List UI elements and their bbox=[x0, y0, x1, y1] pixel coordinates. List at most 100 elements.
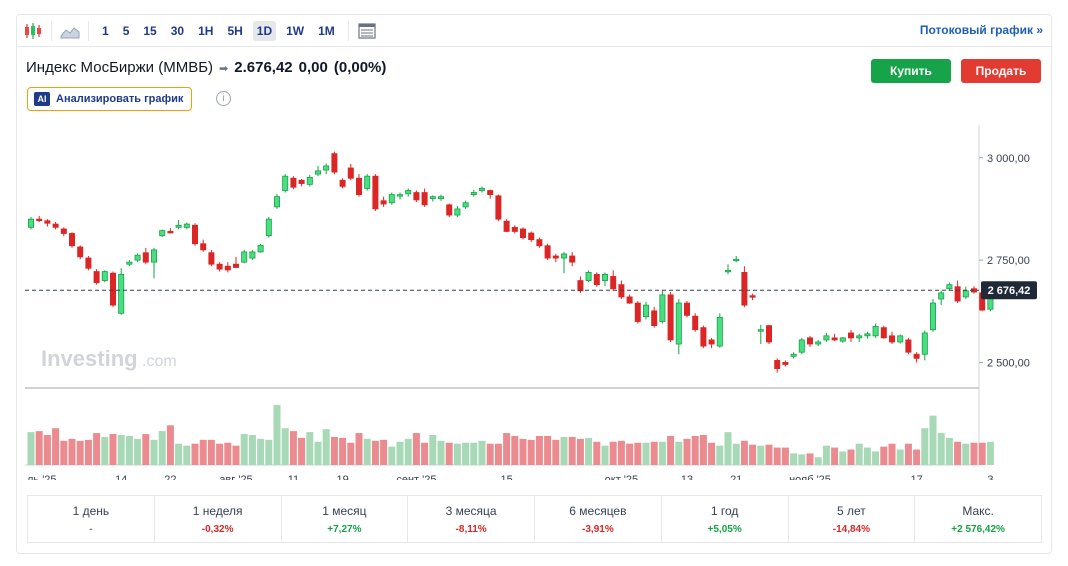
candle-body bbox=[561, 253, 568, 259]
candle-body bbox=[52, 223, 59, 228]
perf-3m[interactable]: 3 месяца -8,11% bbox=[408, 496, 535, 542]
perf-value: -8,11% bbox=[455, 523, 487, 535]
volume-bar bbox=[68, 438, 76, 465]
analyze-chart-label: Анализировать график bbox=[56, 93, 184, 105]
candle-body bbox=[618, 284, 625, 298]
candle-body bbox=[257, 244, 264, 253]
candle-body bbox=[77, 246, 84, 258]
candle-body bbox=[273, 196, 280, 208]
candle-body bbox=[150, 249, 157, 263]
volume-bar bbox=[937, 433, 945, 465]
candle-body bbox=[593, 274, 600, 286]
interval-5[interactable]: 5 bbox=[122, 23, 130, 38]
table-icon[interactable] bbox=[355, 19, 379, 43]
candle-body bbox=[355, 177, 362, 195]
candle-body bbox=[626, 296, 633, 304]
interval-1[interactable]: 1 bbox=[102, 23, 109, 38]
instrument-header: Индекс МосБиржи (ММВБ) ➡ 2.676,42 0,00 (… bbox=[26, 59, 386, 76]
candle-body bbox=[651, 310, 658, 326]
candle-body bbox=[36, 218, 43, 222]
interval-30[interactable]: 30 bbox=[170, 23, 185, 38]
area-chart-icon[interactable] bbox=[58, 19, 82, 43]
volume-bar bbox=[749, 444, 757, 465]
volume-bar bbox=[658, 441, 666, 465]
candle-body bbox=[183, 223, 190, 228]
candle-body bbox=[216, 263, 223, 270]
last-price-tag bbox=[981, 281, 1037, 300]
volume-bar bbox=[593, 441, 601, 465]
candle-body bbox=[470, 192, 477, 195]
perf-value: -14,84% bbox=[832, 523, 870, 535]
perf-6m[interactable]: 6 месяцев -3,91% bbox=[535, 496, 662, 542]
interval-15[interactable]: 15 bbox=[143, 23, 157, 38]
volume-bar bbox=[445, 442, 453, 465]
price-chart[interactable]: Investing .com 3 000,002 750,002 500,00 … bbox=[17, 125, 1051, 480]
interval-1d[interactable]: 1D bbox=[252, 20, 277, 41]
buy-button[interactable]: Купить bbox=[871, 59, 951, 83]
last-price: 2.676,42 bbox=[234, 59, 293, 76]
volume-bar bbox=[773, 447, 781, 465]
candle-body bbox=[167, 231, 174, 234]
candle-body bbox=[790, 353, 797, 357]
candle-body bbox=[880, 327, 887, 339]
candle-body bbox=[930, 302, 937, 331]
interval-1w[interactable]: 1W bbox=[286, 23, 305, 38]
volume-bar bbox=[576, 438, 584, 465]
volume-bar bbox=[158, 431, 166, 465]
candle-body bbox=[872, 326, 879, 337]
candle-body bbox=[364, 175, 371, 189]
toolbar-divider bbox=[88, 20, 89, 41]
candle-body bbox=[437, 196, 444, 200]
volume-bar bbox=[609, 441, 617, 465]
volume-bar bbox=[757, 445, 765, 465]
interval-5h[interactable]: 5H bbox=[227, 23, 243, 38]
streaming-chart-link[interactable]: Потоковый график » bbox=[919, 23, 1043, 37]
perf-label: Макс. bbox=[962, 503, 994, 518]
volume-bar bbox=[273, 405, 281, 465]
x-tick-label: 13 bbox=[681, 474, 693, 480]
perf-1m[interactable]: 1 месяц +7,27% bbox=[282, 496, 409, 542]
volume-bar bbox=[986, 441, 994, 465]
volume-bar bbox=[535, 435, 543, 465]
volume-bar bbox=[486, 443, 494, 465]
candle-body bbox=[85, 257, 92, 269]
candle-body bbox=[864, 333, 871, 337]
x-tick-label: 14 bbox=[115, 474, 127, 480]
candle-body bbox=[478, 188, 485, 191]
perf-label: 1 неделя bbox=[192, 503, 243, 518]
volume-bar bbox=[822, 445, 830, 465]
info-icon[interactable]: i bbox=[216, 91, 231, 106]
perf-max[interactable]: Макс. +2 576,42% bbox=[915, 496, 1041, 542]
perf-5y[interactable]: 5 лет -14,84% bbox=[789, 496, 916, 542]
volume-bar bbox=[511, 435, 519, 465]
analyze-chart-button[interactable]: AI Анализировать график bbox=[27, 87, 193, 111]
volume-bar bbox=[732, 443, 740, 465]
candle-body bbox=[413, 192, 420, 201]
interval-1h[interactable]: 1H bbox=[198, 23, 214, 38]
candlestick-icon[interactable] bbox=[21, 19, 45, 43]
perf-1w[interactable]: 1 неделя -0,32% bbox=[155, 496, 282, 542]
candle-body bbox=[675, 302, 682, 345]
perf-1d[interactable]: 1 день - bbox=[28, 496, 155, 542]
sell-button[interactable]: Продать bbox=[961, 59, 1041, 83]
perf-1y[interactable]: 1 год +5,05% bbox=[662, 496, 789, 542]
candle-body bbox=[536, 239, 543, 247]
volume-bar bbox=[257, 438, 265, 465]
candle-body bbox=[519, 228, 526, 238]
perf-value: -3,91% bbox=[582, 523, 614, 535]
volume-bar bbox=[978, 442, 986, 465]
volume-bar bbox=[142, 434, 150, 465]
volume-bar bbox=[339, 437, 347, 465]
volume-bar bbox=[781, 447, 789, 465]
volume-bar bbox=[52, 428, 60, 465]
candle-body bbox=[503, 220, 510, 232]
toolbar-divider bbox=[51, 20, 52, 41]
candle-body bbox=[921, 332, 928, 355]
interval-1m[interactable]: 1M bbox=[318, 23, 335, 38]
volume-bar bbox=[240, 434, 248, 465]
volume-bar bbox=[421, 442, 429, 465]
candle-body bbox=[429, 196, 436, 200]
candle-body bbox=[544, 245, 551, 259]
volume-bar bbox=[896, 449, 904, 465]
volume-bar bbox=[962, 443, 970, 465]
